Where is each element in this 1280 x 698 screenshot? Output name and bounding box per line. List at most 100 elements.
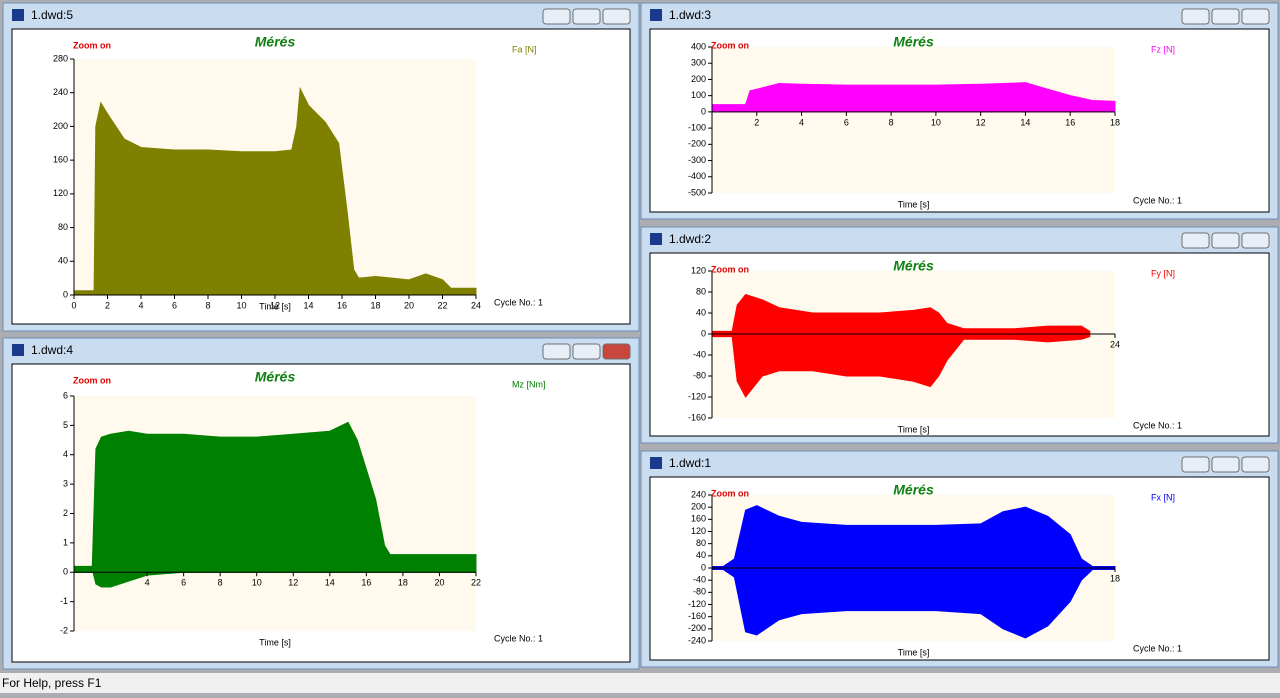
window-max-button[interactable] bbox=[572, 8, 601, 25]
y-tick-label: -400 bbox=[688, 171, 706, 181]
y-tick-label: -240 bbox=[688, 635, 706, 645]
y-tick-label: -160 bbox=[688, 412, 706, 422]
x-tick-label: 10 bbox=[252, 578, 262, 588]
x-tick-label: 12 bbox=[976, 117, 986, 127]
window-title: 1.dwd:1 bbox=[669, 456, 711, 470]
y-tick-label: 3 bbox=[63, 479, 68, 489]
y-tick-label: -2 bbox=[60, 625, 68, 635]
y-tick-label: 160 bbox=[691, 514, 706, 524]
window-close-button[interactable] bbox=[602, 8, 631, 25]
signal-area bbox=[73, 86, 477, 296]
y-tick-label: -500 bbox=[688, 187, 706, 197]
window-close-button[interactable] bbox=[1241, 456, 1270, 473]
y-tick-label: 280 bbox=[53, 53, 68, 63]
y-tick-label: 0 bbox=[63, 567, 68, 577]
signal-area bbox=[711, 95, 1116, 113]
zoom-label: Zoom on bbox=[711, 264, 749, 274]
zoom-label: Zoom on bbox=[711, 40, 749, 50]
x-tick-label: 4 bbox=[138, 300, 143, 310]
chart-title: Mérés bbox=[893, 258, 934, 274]
legend-entry: Fx [N] bbox=[1151, 492, 1175, 502]
window-min-button[interactable] bbox=[1181, 8, 1210, 25]
window-max-button[interactable] bbox=[1211, 456, 1240, 473]
cycle-label: Cycle No.: 1 bbox=[494, 297, 543, 307]
x-tick-label: 22 bbox=[437, 300, 447, 310]
signal-area bbox=[711, 567, 1116, 639]
window-title: 1.dwd:3 bbox=[669, 8, 711, 22]
y-tick-label: 0 bbox=[701, 328, 706, 338]
window-max-button[interactable] bbox=[1211, 232, 1240, 249]
legend-entry: Mz [Nm] bbox=[512, 379, 546, 389]
y-tick-label: 200 bbox=[691, 502, 706, 512]
y-tick-label: 0 bbox=[701, 106, 706, 116]
x-tick-label: 20 bbox=[404, 300, 414, 310]
x-tick-label: 20 bbox=[434, 578, 444, 588]
x-tick-label: 14 bbox=[303, 300, 313, 310]
window-title: 1.dwd:5 bbox=[31, 8, 73, 22]
y-tick-label: 300 bbox=[691, 58, 706, 68]
x-tick-label: 18 bbox=[370, 300, 380, 310]
x-tick-label: 16 bbox=[1065, 117, 1075, 127]
y-tick-label: -40 bbox=[693, 575, 706, 585]
y-tick-label: -160 bbox=[688, 611, 706, 621]
x-tick-label: 4 bbox=[145, 578, 150, 588]
window-close-button[interactable] bbox=[1241, 8, 1270, 25]
x-tick-label: 12 bbox=[270, 300, 280, 310]
window-title: 1.dwd:2 bbox=[669, 232, 711, 246]
x-tick-label: 0 bbox=[71, 300, 76, 310]
x-tick-label: 12 bbox=[288, 578, 298, 588]
x-tick-label: 8 bbox=[889, 117, 894, 127]
x-tick-label: 6 bbox=[172, 300, 177, 310]
x-tick-label: 24 bbox=[471, 300, 481, 310]
x-tick-label: 14 bbox=[325, 578, 335, 588]
legend-entry: Fz [N] bbox=[1151, 44, 1175, 54]
signal-area bbox=[711, 294, 1091, 335]
chart-title: Mérés bbox=[893, 482, 934, 498]
x-tick-label: 6 bbox=[181, 578, 186, 588]
y-tick-label: 200 bbox=[691, 74, 706, 84]
window-max-button[interactable] bbox=[1211, 8, 1240, 25]
chart-title: Mérés bbox=[255, 369, 296, 385]
signal-area bbox=[711, 333, 1091, 398]
y-tick-label: 120 bbox=[691, 265, 706, 275]
y-tick-label: 120 bbox=[691, 526, 706, 536]
y-tick-label: -120 bbox=[688, 391, 706, 401]
signal-area bbox=[73, 421, 477, 573]
x-tick-label: 8 bbox=[205, 300, 210, 310]
title-icon bbox=[650, 233, 662, 245]
window-min-button[interactable] bbox=[542, 343, 571, 360]
y-tick-label: 80 bbox=[58, 222, 68, 232]
title-icon bbox=[650, 457, 662, 469]
title-icon bbox=[12, 344, 24, 356]
x-tick-label: 18 bbox=[1110, 117, 1120, 127]
plot-area bbox=[712, 47, 1115, 193]
x-axis-label: Time [s] bbox=[259, 637, 291, 647]
x-axis-label: Time [s] bbox=[898, 199, 930, 209]
y-tick-label: 0 bbox=[701, 562, 706, 572]
x-tick-label: 2 bbox=[105, 300, 110, 310]
y-tick-label: 100 bbox=[691, 90, 706, 100]
x-tick-label: 10 bbox=[236, 300, 246, 310]
y-tick-label: 5 bbox=[63, 420, 68, 430]
window-max-button[interactable] bbox=[572, 343, 601, 360]
y-tick-label: 40 bbox=[696, 550, 706, 560]
chart-title: Mérés bbox=[893, 34, 934, 50]
x-tick-label: 24 bbox=[1110, 339, 1120, 349]
cycle-label: Cycle No.: 1 bbox=[494, 633, 543, 643]
x-axis-label: Time [s] bbox=[898, 647, 930, 657]
window-min-button[interactable] bbox=[1181, 232, 1210, 249]
y-tick-label: 0 bbox=[63, 289, 68, 299]
window-min-button[interactable] bbox=[542, 8, 571, 25]
chart-title: Mérés bbox=[255, 34, 296, 50]
x-tick-label: 10 bbox=[931, 117, 941, 127]
y-tick-label: 200 bbox=[53, 121, 68, 131]
y-tick-label: 2 bbox=[63, 508, 68, 518]
window-min-button[interactable] bbox=[1181, 456, 1210, 473]
window-close-button[interactable] bbox=[1241, 232, 1270, 249]
status-text: For Help, press F1 bbox=[2, 676, 102, 690]
legend-entry: Fy [N] bbox=[1151, 268, 1175, 278]
y-tick-label: -1 bbox=[60, 596, 68, 606]
y-tick-label: -200 bbox=[688, 623, 706, 633]
window-close-button[interactable] bbox=[602, 343, 631, 360]
y-tick-label: -80 bbox=[693, 587, 706, 597]
